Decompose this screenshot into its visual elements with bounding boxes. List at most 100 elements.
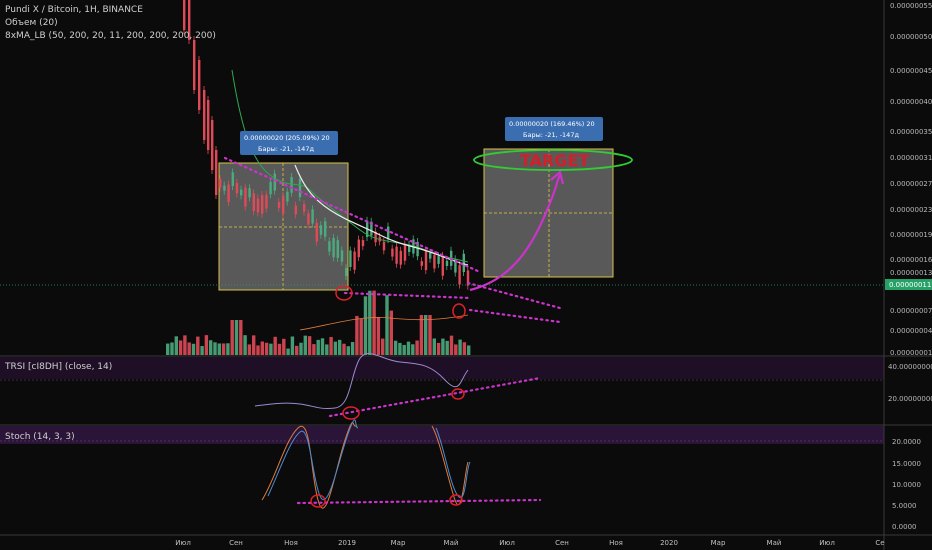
- stoch-tick-label: 0.0000: [892, 523, 917, 531]
- candle-body: [408, 244, 411, 252]
- stoch-d-line: [261, 422, 469, 509]
- candle-body: [441, 255, 444, 276]
- volume-bar: [441, 338, 445, 355]
- candle-body: [198, 60, 201, 110]
- volume-bar: [183, 335, 187, 355]
- volume-bar: [252, 335, 256, 355]
- price-tick-label: 0.00000019: [890, 231, 932, 239]
- candle-body: [256, 198, 260, 213]
- volume-bar: [398, 342, 402, 355]
- price-tick-label: 0.00000035: [890, 128, 932, 136]
- candle-body: [282, 195, 285, 214]
- candle-body: [437, 256, 440, 264]
- trsi-tick-label: 40.00000000: [888, 363, 932, 371]
- candle-body: [374, 231, 377, 243]
- volume-bar: [230, 320, 234, 355]
- time-tick-label: Июл: [175, 539, 191, 547]
- candle-body: [462, 253, 465, 273]
- low-circle-marker[interactable]: [452, 303, 466, 319]
- measure-tooltip-line1: 0.00000020 (169.46%) 20: [509, 120, 595, 128]
- low-circle-marker[interactable]: [335, 285, 353, 301]
- volume-bar: [462, 342, 467, 355]
- candle-body: [315, 222, 318, 242]
- volume-bar: [329, 336, 333, 355]
- candle-body: [336, 240, 339, 258]
- volume-bar: [385, 295, 389, 355]
- volume-bars: [166, 290, 471, 355]
- trsi-circle-marker[interactable]: [342, 406, 360, 420]
- projection-arrow-line: [469, 174, 561, 292]
- volume-bar: [432, 338, 436, 355]
- candle-body: [420, 261, 423, 266]
- volume-bar: [445, 340, 449, 355]
- volume-bar: [415, 340, 419, 355]
- candle-body: [416, 241, 419, 257]
- time-tick-label: Ноя: [284, 539, 298, 547]
- candle-body: [261, 195, 264, 214]
- main-pane[interactable]: [0, 0, 884, 355]
- volume-bar: [325, 344, 329, 355]
- candle-body: [395, 246, 398, 264]
- candle-body: [361, 240, 365, 247]
- candle-body: [403, 244, 407, 261]
- volume-bar: [454, 344, 458, 355]
- candle-body: [244, 187, 247, 207]
- volume-bar: [204, 335, 209, 355]
- price-tick-label: 0.00000001: [890, 349, 932, 357]
- stoch-pane[interactable]: [0, 444, 884, 534]
- time-tick-label: Сен: [229, 539, 243, 547]
- stoch-circle-marker[interactable]: [449, 494, 463, 506]
- target-ellipse[interactable]: [473, 149, 633, 171]
- time-tick-label: Июл: [499, 539, 515, 547]
- resistance-trendline-extension: [466, 281, 562, 310]
- trsi-pane[interactable]: [0, 379, 884, 424]
- volume-bar: [243, 335, 247, 355]
- volume-bar: [363, 296, 368, 355]
- volume-bar: [226, 343, 230, 355]
- volume-bar: [269, 343, 273, 355]
- volume-bar: [200, 346, 204, 355]
- time-tick-label: Мар: [391, 539, 406, 547]
- time-tick-label: Июл: [819, 539, 835, 547]
- stoch-title: Stoch (14, 3, 3): [5, 432, 75, 442]
- projection-arrow-head: [550, 169, 565, 185]
- candle-body: [466, 270, 470, 286]
- volume-bar: [213, 342, 217, 355]
- candle-body: [303, 204, 306, 212]
- stoch-tick-label: 10.0000: [892, 481, 921, 489]
- volume-bar: [282, 338, 286, 355]
- volume-bar: [187, 342, 191, 355]
- measure-box-left[interactable]: [218, 162, 349, 291]
- trsi-circle-marker[interactable]: [451, 388, 465, 400]
- price-tick-label: 0.00000040: [890, 98, 932, 106]
- volume-bar: [333, 341, 338, 355]
- candle-body: [349, 250, 352, 268]
- time-tick-label: 2020: [660, 539, 678, 547]
- volume-bar: [170, 342, 174, 355]
- candle-body: [240, 189, 243, 196]
- trsi-tick-label: 20.00000000: [888, 395, 932, 403]
- volume-bar: [295, 345, 299, 355]
- candle-body: [203, 90, 206, 140]
- time-tick-label: Мар: [711, 539, 726, 547]
- price-tick-label: 0.00000016: [890, 256, 932, 264]
- volume-bar: [338, 339, 342, 355]
- price-tick-label: 0.00000004: [890, 327, 932, 335]
- candle-body: [445, 260, 449, 266]
- time-tick-label: Се: [875, 539, 884, 547]
- candle-body: [235, 182, 239, 194]
- trsi-trendline: [328, 376, 542, 418]
- candle-body: [207, 100, 210, 150]
- candle-body: [433, 255, 436, 269]
- volume-bar: [286, 348, 290, 355]
- support-trendline-extension: [468, 308, 562, 324]
- volume-bar: [355, 315, 359, 355]
- volume-bar: [346, 346, 350, 355]
- volume-bar: [428, 315, 432, 355]
- volume-bar: [320, 338, 325, 355]
- candle-body: [290, 177, 293, 193]
- stoch-circle-marker[interactable]: [310, 494, 326, 508]
- candle-body: [265, 194, 268, 209]
- volume-bar: [458, 339, 462, 355]
